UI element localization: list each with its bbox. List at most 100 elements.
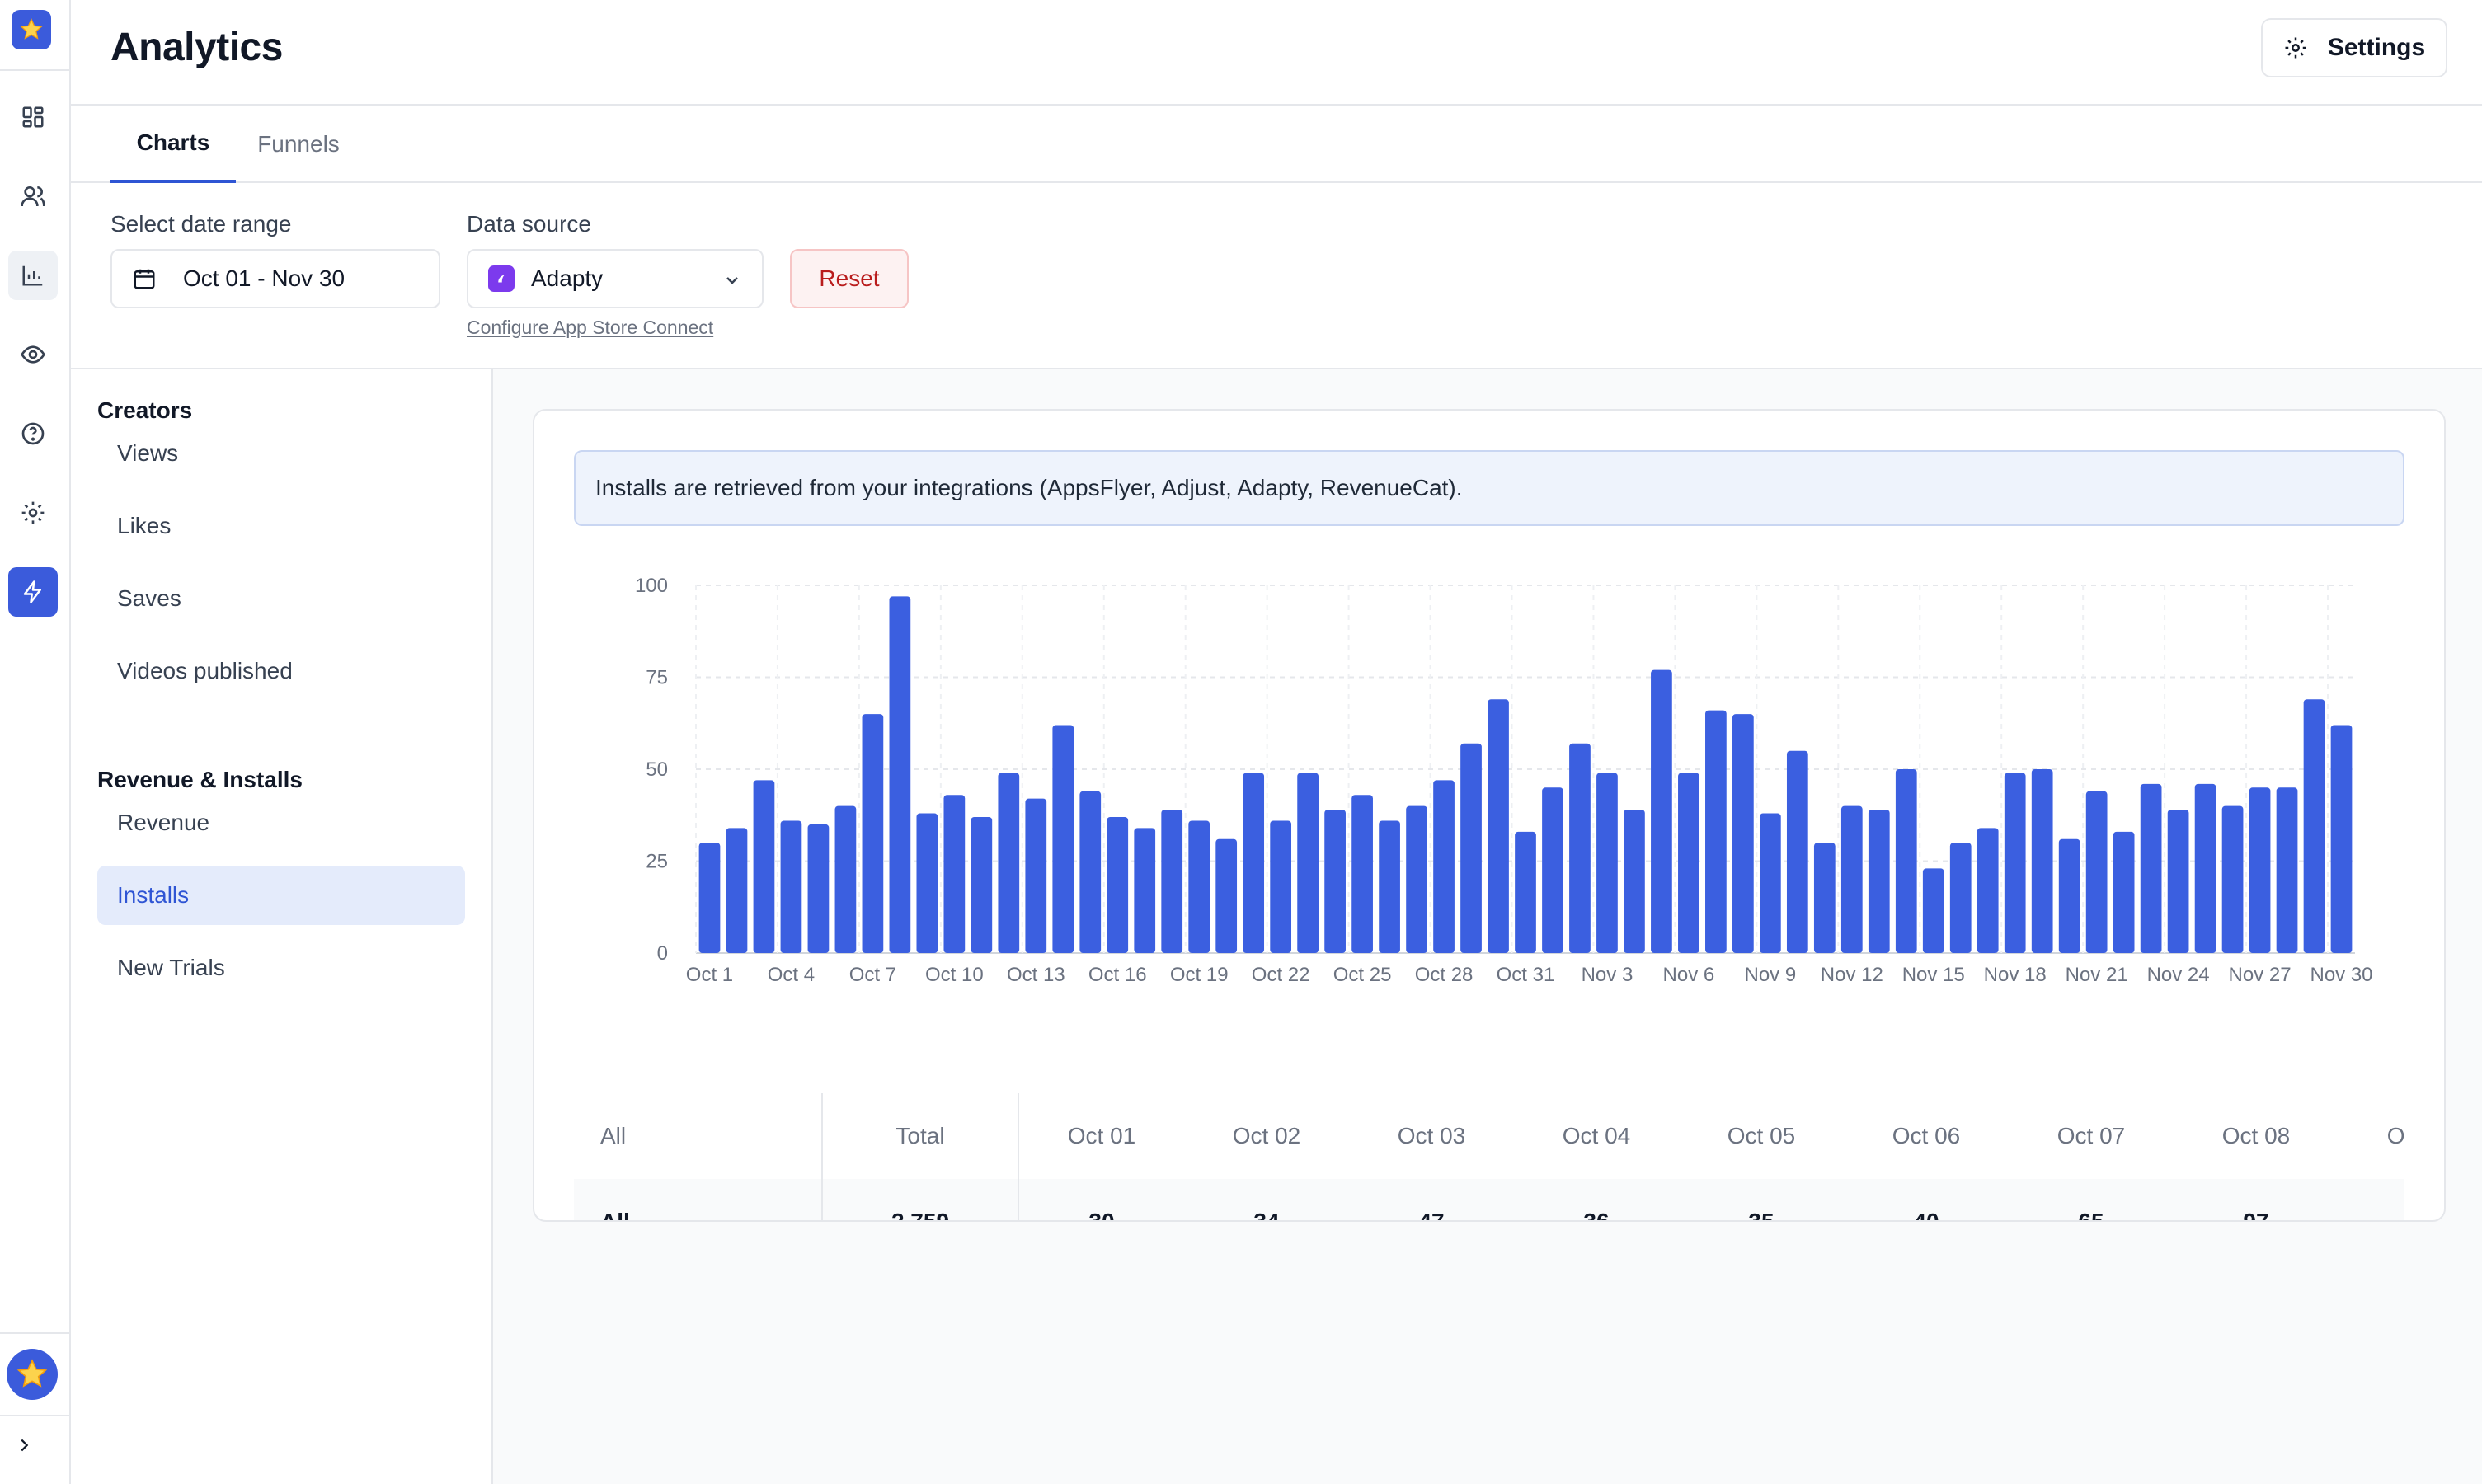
chart-bar[interactable] [998,773,1020,953]
chart-bar[interactable] [1868,810,1890,953]
chart-bar[interactable] [1079,791,1102,953]
chart-bar[interactable] [971,816,993,953]
chart-bar[interactable] [2276,787,2298,953]
chart-bar[interactable] [2303,699,2325,953]
x-tick-label: Nov 21 [2066,964,2128,986]
chart-bar[interactable] [1624,810,1645,953]
chart-bar[interactable] [753,780,775,953]
table-row: All 2,759 30 34 47 36 35 40 65 97 [574,1179,2404,1222]
chart-bar[interactable] [1215,838,1238,953]
dashboard-icon [22,106,44,128]
chart-bar[interactable] [1460,743,1482,953]
chart-bar[interactable] [1840,805,1863,953]
chart-bar[interactable] [1488,699,1509,953]
chart-bar[interactable] [2004,773,2026,953]
y-tick-label: 100 [635,575,668,597]
dashboard-nav-button[interactable] [8,92,58,142]
settings-nav-button[interactable] [8,488,58,538]
table-cell [2339,1179,2404,1220]
tab-charts[interactable]: Charts [110,106,236,183]
analytics-nav-button[interactable] [8,251,58,300]
sidebar-item-views[interactable]: Views [117,440,179,466]
table-cell: 40 [1913,1209,1939,1222]
chart-bar[interactable] [807,824,830,953]
avatar[interactable] [7,1349,58,1400]
chart-bar[interactable] [1270,820,1292,953]
settings-button[interactable]: Settings [2261,18,2447,77]
section-title-revenue-installs: Revenue & Installs [97,767,303,792]
chart-bar[interactable] [780,820,802,953]
chart-bar[interactable] [1161,810,1183,953]
chart-bar[interactable] [1052,725,1074,953]
chart-bar[interactable] [2249,787,2271,953]
chart-bar[interactable] [916,813,938,953]
chart-bar[interactable] [2113,831,2135,953]
chart-bar[interactable] [1134,828,1156,953]
chevron-down-icon [726,277,738,284]
chart-bar[interactable] [698,843,721,953]
help-nav-button[interactable] [8,409,58,458]
views-nav-button[interactable] [8,330,58,379]
chart-bar[interactable] [943,795,966,953]
chart-bar[interactable] [1297,773,1319,953]
chart-bar[interactable] [2085,791,2108,953]
data-source-select[interactable]: Adapty [467,249,764,308]
x-tick-label: Oct 19 [1170,964,1229,986]
chart-bar[interactable] [2031,769,2053,953]
chart-bar[interactable] [726,828,748,953]
chart-bar[interactable] [862,714,884,953]
chart-bar[interactable] [1705,710,1727,953]
chart-bar[interactable] [1678,773,1699,953]
lightning-icon [23,580,41,603]
chart-bar[interactable] [1949,843,1972,953]
chart-bar[interactable] [1025,798,1047,953]
chart-bar[interactable] [2330,725,2353,953]
chart-bar[interactable] [1813,843,1836,953]
chart-bar[interactable] [1243,773,1265,953]
tab-funnels[interactable]: Funnels [257,131,340,157]
chart-bar[interactable] [1188,820,1210,953]
x-tick-label: Nov 12 [1821,964,1883,986]
chart-bar[interactable] [1895,769,1917,953]
chart-bar[interactable] [1515,831,1536,953]
star-icon [16,1359,48,1388]
chart-bar[interactable] [1406,805,1427,953]
users-nav-button[interactable] [8,171,58,221]
chart-bar[interactable] [1569,743,1591,953]
chart-bar[interactable] [1759,813,1781,953]
configure-app-store-link[interactable]: Configure App Store Connect [467,317,714,338]
sidebar-item-likes[interactable]: Likes [117,513,172,538]
chart-bar[interactable] [2140,783,2162,953]
sidebar-item-revenue[interactable]: Revenue [117,810,210,835]
chart-bar[interactable] [1922,868,1944,953]
sidebar-item-new-trials[interactable]: New Trials [117,955,225,980]
chart-bar[interactable] [2058,838,2080,953]
installs-table: All Total Oct 01 Oct 02 Oct 03 Oct 04 Oc… [574,1093,2404,1222]
chart-bar[interactable] [1651,669,1672,953]
chart-bar[interactable] [1542,787,1563,953]
chart-bar[interactable] [1433,780,1455,953]
app-logo[interactable] [12,10,51,49]
chart-bar[interactable] [1107,816,1129,953]
chart-bar[interactable] [834,805,857,953]
date-range-picker[interactable]: Oct 01 - Nov 30 [110,249,440,308]
boost-nav-button[interactable] [8,567,58,617]
chart-bar[interactable] [1732,714,1754,953]
chart-bar[interactable] [1324,810,1346,953]
chart-bar[interactable] [2167,810,2189,953]
reset-button[interactable]: Reset [790,249,909,308]
chart-bar[interactable] [1596,773,1618,953]
chart-bar[interactable] [2221,805,2244,953]
chart-bar[interactable] [1786,750,1808,953]
chart-bar[interactable] [2194,783,2216,953]
chart-bar[interactable] [889,596,911,953]
expand-sidebar-button[interactable] [12,1433,36,1458]
x-tick-label: Nov 6 [1663,964,1715,986]
sidebar-item-saves[interactable]: Saves [117,585,181,611]
chart-bar[interactable] [1379,820,1400,953]
chart-bar[interactable] [1351,795,1373,953]
sidebar-item-videos-published[interactable]: Videos published [117,658,293,683]
chart-bar[interactable] [1977,828,1999,953]
settings-button-label: Settings [2327,34,2426,61]
sidebar-item-installs[interactable]: Installs [97,866,465,925]
